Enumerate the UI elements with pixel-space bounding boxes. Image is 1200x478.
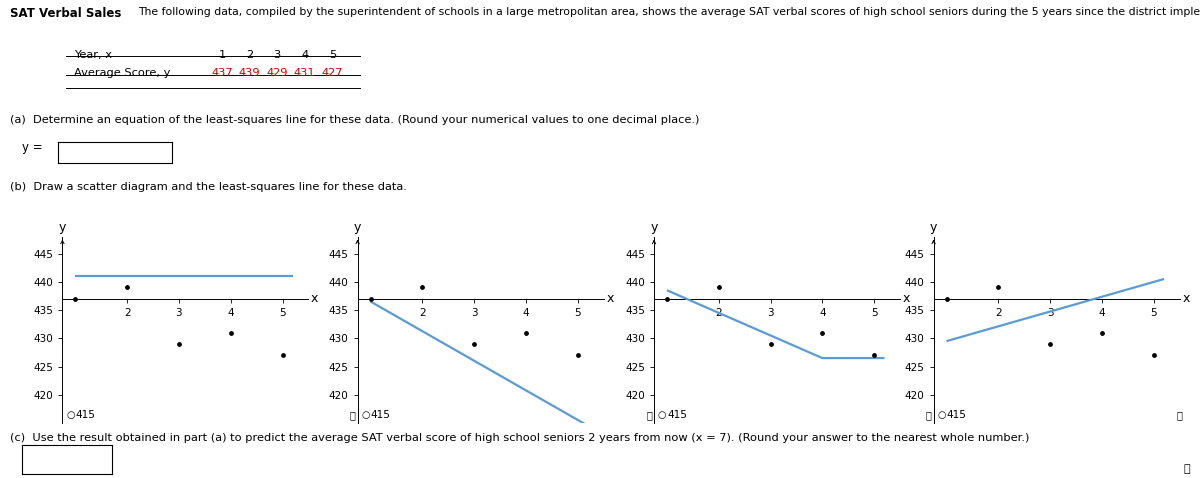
Point [1092, 329, 1111, 337]
Text: 415: 415 [667, 410, 686, 420]
Point [1144, 351, 1163, 359]
Text: ○: ○ [937, 410, 946, 420]
Text: 415: 415 [371, 410, 390, 420]
Text: Average Score, y: Average Score, y [74, 68, 170, 78]
Point [709, 283, 728, 291]
Point [272, 351, 292, 359]
Text: 437: 437 [211, 68, 233, 78]
Text: 415: 415 [76, 410, 95, 420]
Text: y =: y = [22, 141, 42, 154]
Text: 415: 415 [947, 410, 966, 420]
Text: (c)  Use the result obtained in part (a) to predict the average SAT verbal score: (c) Use the result obtained in part (a) … [10, 433, 1028, 443]
Point [169, 340, 188, 348]
Text: ⓘ: ⓘ [350, 410, 355, 420]
Text: x: x [606, 292, 613, 305]
Text: x: x [311, 292, 318, 305]
Text: (b)  Draw a scatter diagram and the least-squares line for these data.: (b) Draw a scatter diagram and the least… [10, 182, 407, 192]
Point [118, 283, 137, 291]
Point [989, 283, 1008, 291]
Text: y: y [930, 221, 937, 234]
Text: Year, x: Year, x [74, 50, 113, 60]
Point [413, 283, 432, 291]
Point [516, 329, 535, 337]
Point [361, 295, 380, 303]
Text: ⓘ: ⓘ [647, 410, 652, 420]
Text: 5: 5 [329, 50, 336, 60]
Text: y: y [650, 221, 658, 234]
Text: 1: 1 [218, 50, 226, 60]
Text: ○: ○ [658, 410, 666, 420]
Text: 427: 427 [322, 68, 343, 78]
Text: The following data, compiled by the superintendent of schools in a large metropo: The following data, compiled by the supe… [138, 7, 1200, 17]
Text: 439: 439 [239, 68, 260, 78]
Text: 4: 4 [301, 50, 308, 60]
Point [464, 340, 484, 348]
Point [864, 351, 883, 359]
Point [66, 295, 85, 303]
Text: x: x [1182, 292, 1189, 305]
Point [812, 329, 832, 337]
Point [221, 329, 240, 337]
Text: ○: ○ [361, 410, 370, 420]
Text: SAT Verbal Sales: SAT Verbal Sales [10, 7, 121, 20]
Text: 2: 2 [246, 50, 253, 60]
Text: 431: 431 [294, 68, 316, 78]
Point [761, 340, 780, 348]
Text: ○: ○ [66, 410, 74, 420]
Text: (a)  Determine an equation of the least-squares line for these data. (Round your: (a) Determine an equation of the least-s… [10, 115, 698, 125]
Text: ⓘ: ⓘ [1177, 410, 1183, 420]
Text: x: x [902, 292, 910, 305]
Point [937, 295, 956, 303]
Point [568, 351, 587, 359]
Text: 429: 429 [266, 68, 288, 78]
Text: 3: 3 [274, 50, 281, 60]
Text: y: y [59, 221, 66, 234]
Text: y: y [354, 221, 361, 234]
Text: ⓘ: ⓘ [926, 410, 931, 420]
Text: ⓘ: ⓘ [1183, 464, 1190, 474]
Point [658, 295, 677, 303]
Point [1040, 340, 1060, 348]
